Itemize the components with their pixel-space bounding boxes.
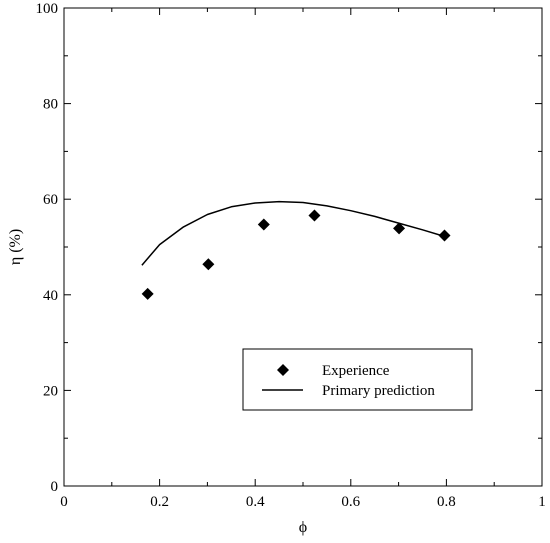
experience-point xyxy=(202,258,215,271)
experience-point xyxy=(141,287,154,300)
y-tick-label: 60 xyxy=(43,192,58,208)
plot-area-frame xyxy=(63,7,543,487)
y-tick-label: 20 xyxy=(43,383,58,399)
experience-point xyxy=(393,222,406,235)
axis-ticks xyxy=(63,7,543,487)
legend-marker-experience xyxy=(277,364,289,376)
experience-point xyxy=(438,229,451,242)
experience-point xyxy=(257,218,270,231)
y-tick-label: 100 xyxy=(36,1,59,17)
x-tick-label: 0.2 xyxy=(150,494,169,510)
prediction-curve xyxy=(141,200,447,266)
experience-point xyxy=(308,209,321,222)
legend: Experience Primary prediction xyxy=(242,348,473,411)
y-tick-label: 80 xyxy=(43,97,58,113)
y-tick-label: 40 xyxy=(43,288,58,304)
legend-label-experience: Experience xyxy=(322,363,390,379)
legend-label-primary-prediction: Primary prediction xyxy=(322,383,435,399)
axis-tick-labels: 0 0.2 0.4 0.6 0.8 1 0 20 40 60 80 100 xyxy=(36,1,546,510)
legend-box xyxy=(242,348,473,411)
series-layer xyxy=(141,200,451,300)
x-tick-label: 0.6 xyxy=(341,494,360,510)
y-axis-label: η (%) xyxy=(7,229,24,265)
x-tick-label: 0.8 xyxy=(437,494,456,510)
x-tick-label: 0 xyxy=(60,494,68,510)
x-tick-label: 1 xyxy=(538,494,546,510)
x-tick-label: 0.4 xyxy=(246,494,265,510)
y-tick-label: 0 xyxy=(51,479,59,495)
x-axis-label: ϕ xyxy=(299,519,307,536)
